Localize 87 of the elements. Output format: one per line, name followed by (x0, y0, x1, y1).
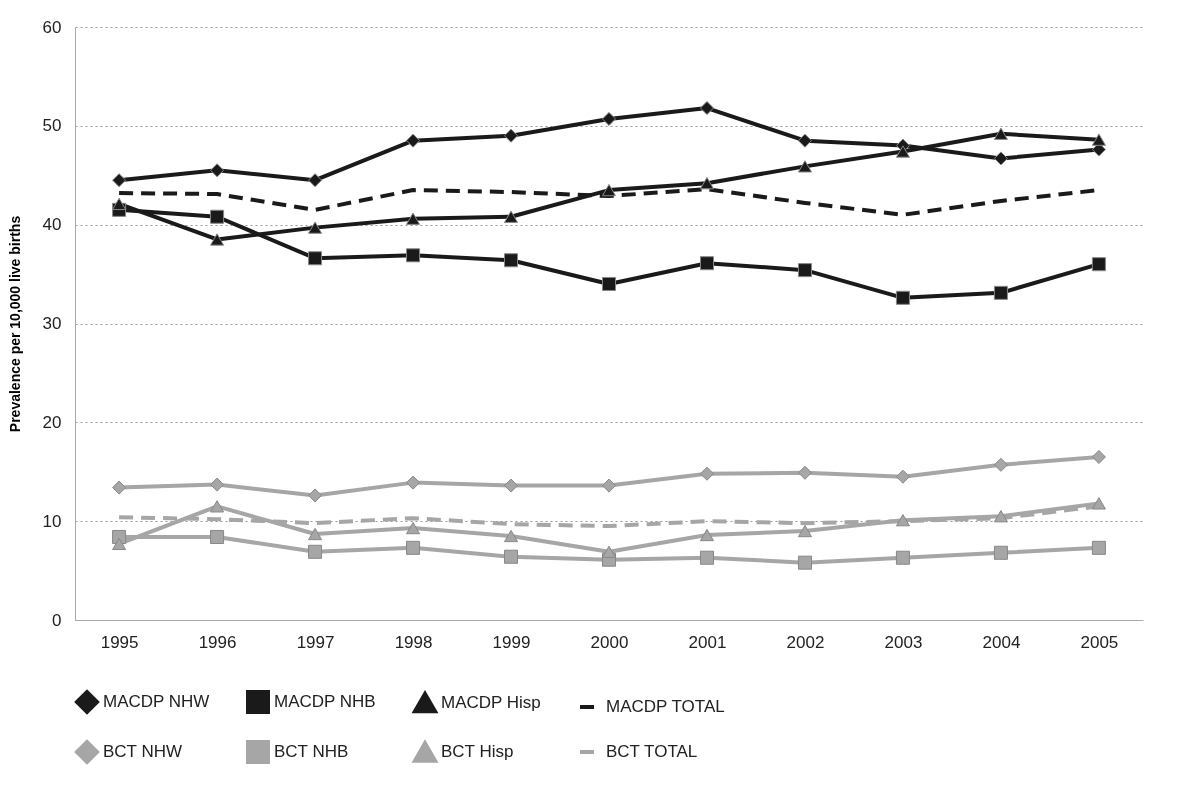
point (601, 183, 617, 197)
legend-label: BCT TOTAL (606, 742, 698, 761)
point (308, 221, 323, 234)
point (504, 128, 519, 143)
point (406, 540, 421, 555)
point (308, 251, 323, 266)
point (699, 466, 714, 481)
x-tick-label: 2005 (1080, 632, 1119, 652)
legend-label: BCT Hisp (441, 742, 514, 761)
point (699, 177, 714, 190)
point (210, 500, 225, 513)
point (1091, 133, 1106, 146)
point (1091, 540, 1106, 555)
point (1091, 257, 1106, 272)
y-tick-label: 60 (42, 17, 62, 37)
point (895, 290, 910, 305)
point (601, 478, 617, 493)
legend-label: MACDP NHB (274, 692, 376, 711)
point (699, 256, 714, 271)
y-tick-label: 20 (42, 412, 62, 432)
point (406, 212, 421, 225)
point (1091, 449, 1106, 464)
x-tick-label: 2004 (982, 632, 1021, 652)
point (210, 163, 225, 178)
y-axis-title: Prevalence per 10,000 live births (6, 215, 23, 433)
legend-label: MACDP TOTAL (606, 697, 725, 716)
point (210, 529, 225, 544)
point (406, 133, 421, 148)
point (895, 550, 910, 565)
point (699, 101, 714, 116)
point (797, 555, 812, 570)
point (993, 285, 1008, 300)
point (797, 465, 812, 480)
x-tick-label: 1997 (296, 632, 335, 652)
point (112, 480, 127, 495)
y-tick-label: 30 (42, 314, 62, 333)
point (601, 276, 617, 291)
legend-label: MACDP Hisp (441, 692, 541, 712)
point (210, 209, 225, 224)
x-tick-label: 2000 (590, 632, 629, 652)
point (112, 537, 127, 551)
legend-label: BCT NHW (103, 742, 183, 761)
point (601, 545, 617, 558)
point (308, 544, 323, 559)
x-tick-label: 1996 (198, 632, 237, 652)
x-tick-label: 1999 (492, 632, 531, 652)
x-tick-label: 2003 (884, 632, 923, 652)
point (993, 151, 1008, 166)
point (699, 528, 714, 542)
point (993, 127, 1008, 140)
point (601, 111, 617, 126)
legend-label: MACDP NHW (103, 692, 210, 711)
point (993, 510, 1008, 523)
point (797, 133, 812, 148)
point (1091, 497, 1106, 510)
point (797, 263, 812, 278)
point (406, 521, 421, 535)
point (504, 210, 519, 223)
x-tick-label: 1998 (394, 632, 433, 652)
point (504, 529, 519, 543)
point (406, 475, 421, 490)
point (308, 527, 323, 541)
point (699, 550, 714, 565)
point (504, 478, 519, 493)
point (308, 173, 323, 188)
point (112, 197, 127, 211)
point (797, 160, 812, 173)
point (406, 248, 421, 263)
point (112, 173, 127, 188)
point (993, 457, 1008, 472)
point (797, 524, 812, 538)
x-tick-label: 2001 (688, 632, 727, 652)
legend-label: BCT NHB (274, 742, 349, 761)
y-tick-label: 50 (42, 116, 62, 136)
point (504, 253, 519, 268)
point (895, 145, 910, 158)
point (210, 477, 225, 492)
x-tick-label: 2002 (786, 632, 825, 652)
point (210, 233, 225, 246)
point (993, 545, 1008, 560)
x-tick-label: 1995 (100, 632, 139, 652)
y-tick-label: 40 (42, 215, 62, 235)
point (308, 488, 323, 503)
y-tick-label: 10 (42, 511, 62, 531)
y-tick-label: 0 (52, 610, 62, 630)
point (895, 469, 910, 484)
point (504, 549, 519, 564)
